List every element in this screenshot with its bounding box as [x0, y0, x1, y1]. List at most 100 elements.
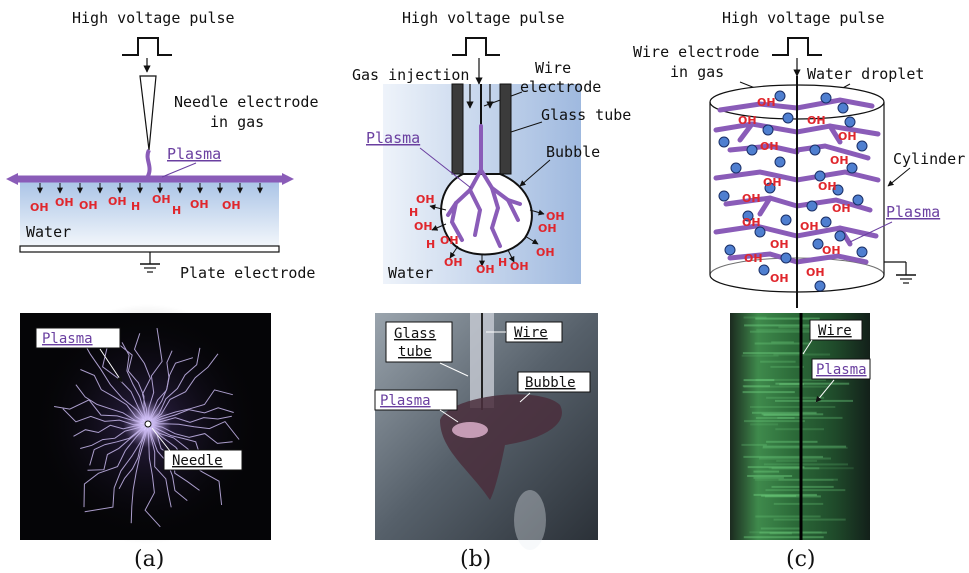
plasma-streamer [62, 408, 149, 426]
svg-text:OH: OH [476, 263, 495, 276]
pulse-icon [122, 37, 172, 56]
panel-b-plasma-label: Plasma [366, 129, 420, 147]
plasma-streamer [89, 423, 149, 466]
wire-electrode-label-2: electrode [520, 78, 601, 96]
plasma-streak [753, 470, 780, 473]
plasma-streak [755, 378, 826, 381]
water-droplet [814, 170, 826, 182]
plasma-streamer [75, 384, 149, 425]
plasma-streamer [147, 420, 240, 440]
plasma-streamer [83, 423, 149, 508]
photo-b-glass-label-2: tube [398, 344, 432, 360]
plasma-streak [773, 502, 824, 505]
water-droplet [812, 238, 824, 250]
plasma-streak [755, 515, 821, 518]
plasma-streak [742, 352, 805, 355]
svg-text:OH: OH [538, 222, 557, 235]
panel-b-pulse-label: High voltage pulse [402, 9, 565, 27]
caption-b: (b) [460, 547, 491, 572]
plasma-streamer [147, 353, 219, 425]
photo-a-plasma-label: Plasma [42, 331, 93, 347]
panel-b-oh-radicals: OH H OH OH H OH OH H OH OH OH OH [409, 193, 565, 276]
plasma-streamer [147, 407, 234, 425]
water-droplet [820, 92, 832, 104]
svg-text:OH: OH [108, 195, 127, 208]
plasma-streamer [147, 415, 232, 425]
svg-text:OH: OH [822, 244, 841, 257]
plasma-streak [778, 326, 812, 329]
svg-text:OH: OH [510, 260, 529, 273]
diffusion-arrows [37, 183, 263, 194]
water-droplet [774, 90, 786, 102]
photo-a-needle-label: Needle [172, 453, 223, 469]
plasma-streamer [147, 357, 194, 425]
svg-text:OH: OH [738, 114, 757, 127]
plasma-streak [770, 365, 804, 368]
plasma-streak [750, 406, 836, 408]
plasma-streak [744, 420, 805, 423]
water-droplet [846, 162, 858, 174]
panel-c-photo: Wire Plasma [730, 313, 871, 540]
plasma-streak [743, 316, 767, 319]
needle-plasma [145, 149, 152, 180]
plasma-streamer [130, 423, 149, 524]
plasma-streak [755, 417, 795, 419]
svg-text:OH: OH [807, 114, 826, 127]
caption-a: (a) [134, 547, 164, 572]
panel-c-oh-radicals: OH OH OH OH OH OH OH OH OH OH OH OH OH O… [738, 96, 857, 285]
water-droplet [718, 190, 730, 202]
plasma-streak [777, 416, 843, 419]
panel-a-oh-radicals: OH OH OH OH H OH H OH OH [30, 193, 241, 217]
needle-electrode [139, 75, 157, 151]
plasma-streak [761, 413, 824, 416]
plasma-streamer [87, 423, 149, 471]
plasma-streak [771, 467, 820, 470]
plasma-streak [755, 317, 820, 320]
panel-a-water-label: Water [26, 223, 71, 241]
needle-label-1: Needle electrode [174, 93, 319, 111]
green-plasma-streaks [741, 316, 854, 539]
photo-bubble [440, 394, 562, 500]
plate-electrode [19, 245, 280, 253]
plate-electrode-label: Plate electrode [180, 264, 315, 282]
plasma-streamer [84, 423, 149, 513]
panel-a-plasma-label: Plasma [167, 145, 221, 163]
water-droplet [730, 162, 742, 174]
water-droplet [856, 140, 868, 152]
radical-arrows [429, 204, 545, 267]
plasma-streak [742, 385, 770, 388]
needle-label-2: in gas [210, 113, 264, 131]
plasma-streamer [147, 423, 172, 508]
plasma-streak [749, 330, 838, 333]
plasma-streamer [133, 333, 151, 425]
svg-text:OH: OH [770, 238, 789, 251]
svg-text:OH: OH [414, 220, 433, 233]
panel-b-photo: Glass tube Wire Bubble Plasma [374, 313, 598, 550]
plasma-streak [759, 457, 831, 460]
photo-c-plasma-label: Plasma [816, 362, 867, 378]
plasma-streamer [118, 423, 149, 490]
plasma-streak [743, 385, 829, 388]
svg-text:OH: OH [838, 130, 857, 143]
plasma-streamer [73, 423, 149, 437]
svg-text:OH: OH [440, 234, 459, 247]
water-droplet [809, 144, 821, 156]
bubble-plasma [446, 124, 522, 248]
plasma-streak [750, 423, 779, 426]
water-droplet [837, 102, 849, 114]
plasma-streamer [80, 369, 149, 425]
gas-injection-label: Gas injection [352, 66, 469, 84]
water-droplet [820, 216, 832, 228]
plasma-streak [761, 494, 797, 497]
plasma-streak [760, 527, 802, 530]
svg-text:H: H [498, 256, 507, 269]
plasma-streak [762, 445, 847, 448]
svg-text:OH: OH [30, 201, 49, 214]
svg-text:OH: OH [744, 252, 763, 265]
plasma-streak [759, 531, 827, 534]
water-droplet [832, 184, 844, 196]
svg-text:H: H [409, 206, 418, 219]
water-droplet [774, 156, 786, 168]
water-droplet [844, 116, 856, 128]
svg-text:OH: OH [742, 192, 761, 205]
